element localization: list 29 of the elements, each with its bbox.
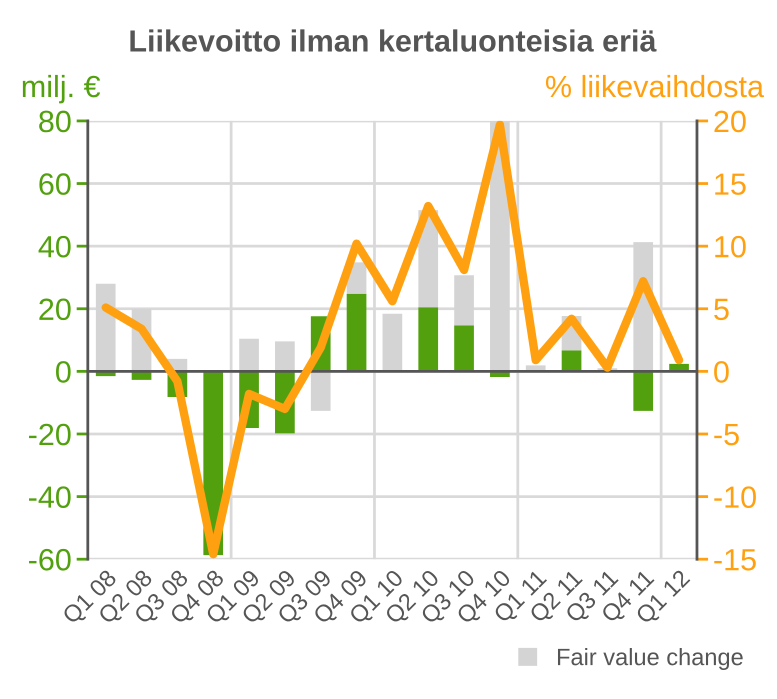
bar	[346, 294, 366, 372]
bar	[310, 371, 331, 411]
bar	[239, 338, 259, 372]
bar	[562, 350, 582, 372]
y-tick-label: 0	[56, 361, 71, 383]
y2-tick-label: 10	[715, 236, 746, 258]
y-axis-title: milj. €	[22, 74, 100, 104]
bar	[633, 371, 654, 411]
y-tick-label: 60	[39, 173, 71, 195]
bar	[454, 325, 474, 372]
y-tick-label: -40	[29, 486, 71, 508]
y2-axis-title: % liikevaihdosta	[546, 74, 764, 98]
y-tick-label: 20	[39, 298, 71, 320]
y2-tick-label: -15	[714, 549, 756, 571]
y2-tick-label: 15	[715, 174, 746, 195]
legend-label: Fair value change	[558, 648, 743, 670]
bar	[382, 314, 402, 372]
y2-tick-label: -10	[714, 486, 756, 508]
y2-tick-label: -5	[714, 424, 739, 446]
y-tick-label: 80	[39, 110, 71, 132]
y-tick-label: -20	[29, 424, 71, 446]
y2-tick-label: 5	[714, 298, 729, 320]
y2-tick-label: 20	[714, 110, 746, 132]
bar	[275, 341, 295, 372]
y-tick-label: -60	[29, 548, 71, 571]
chart-title: Liikevoitto ilman kertaluonteisia eriä	[130, 29, 657, 52]
y2-tick-label: 0	[714, 361, 729, 383]
bar	[418, 307, 438, 372]
y-tick-label: 40	[38, 236, 71, 258]
